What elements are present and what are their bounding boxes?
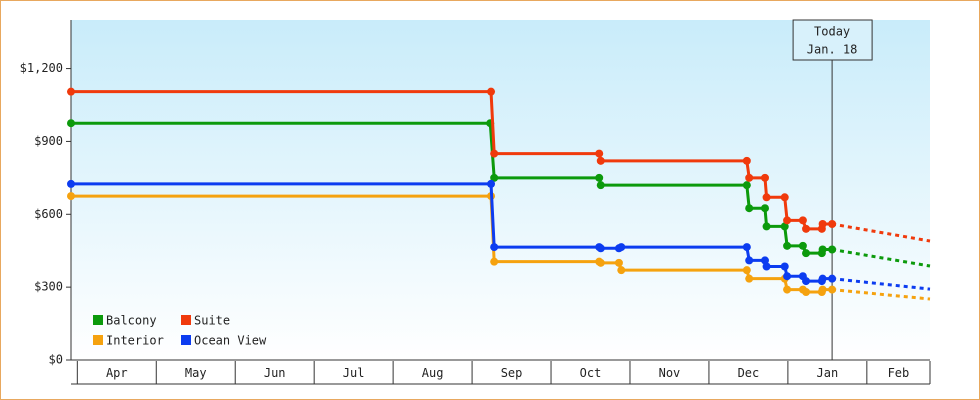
series-line <box>71 121 833 255</box>
point <box>783 272 792 281</box>
point <box>760 173 769 182</box>
point <box>596 181 605 190</box>
point <box>614 258 623 267</box>
point <box>596 156 605 165</box>
legend-label: Interior <box>106 334 164 348</box>
x-tick-label: Aug <box>422 366 444 380</box>
x-tick-label: Jul <box>343 366 365 380</box>
point <box>745 256 754 265</box>
point <box>595 149 604 158</box>
point <box>780 262 789 271</box>
legend-label: Balcony <box>106 314 157 328</box>
y-tick-label: $600 <box>34 207 63 221</box>
point <box>742 156 751 165</box>
point <box>760 204 769 213</box>
legend-swatch <box>93 315 103 325</box>
point <box>818 245 827 254</box>
point <box>596 258 605 267</box>
y-tick-label: $900 <box>34 134 63 148</box>
point <box>742 266 751 275</box>
x-tick-label: Apr <box>106 366 128 380</box>
y-tick-label: $300 <box>34 280 63 294</box>
x-tick-label: Feb <box>888 366 910 380</box>
point <box>762 262 771 271</box>
projection-line <box>831 288 931 301</box>
point <box>67 87 75 96</box>
point <box>617 243 626 252</box>
today-box <box>792 19 873 61</box>
today-label: Jan. 18 <box>807 43 858 57</box>
point <box>780 193 789 202</box>
point <box>595 173 604 182</box>
point <box>487 87 496 96</box>
point <box>490 257 499 266</box>
y-tick-label: $1,200 <box>20 61 63 75</box>
point <box>802 249 811 258</box>
point <box>490 149 499 158</box>
projection-line <box>831 222 931 243</box>
point <box>490 173 499 182</box>
point <box>762 222 771 231</box>
point <box>802 288 811 296</box>
point <box>828 220 837 228</box>
x-tick-label: Nov <box>659 366 681 380</box>
point <box>828 274 837 283</box>
y-tick-label: $0 <box>49 353 63 367</box>
point <box>798 241 807 250</box>
point <box>67 192 75 201</box>
point <box>818 220 827 228</box>
legend-swatch <box>181 315 191 325</box>
point <box>745 204 754 213</box>
point <box>783 216 792 225</box>
point <box>818 274 827 283</box>
point <box>780 222 789 231</box>
today-label: Today <box>814 25 850 39</box>
series-line <box>71 194 833 294</box>
point <box>617 266 626 275</box>
point <box>828 285 837 294</box>
x-tick-label: Sep <box>501 366 523 380</box>
x-tick-label: Jan <box>817 366 839 380</box>
point <box>487 179 496 188</box>
point <box>67 179 75 188</box>
point <box>783 241 792 250</box>
point <box>762 193 771 202</box>
point <box>783 285 792 294</box>
point <box>798 216 807 225</box>
x-tick-label: Dec <box>738 366 760 380</box>
projection-line <box>831 277 931 291</box>
projection-line <box>831 248 931 268</box>
point <box>828 245 837 254</box>
point <box>802 277 811 286</box>
point <box>490 243 499 252</box>
point <box>742 243 751 252</box>
plot-background <box>71 20 930 360</box>
point <box>818 285 827 294</box>
point <box>760 256 769 265</box>
point <box>596 244 605 253</box>
point <box>745 274 754 283</box>
x-tick-label: May <box>185 366 207 380</box>
series-line <box>71 90 833 231</box>
legend-label: Suite <box>194 314 230 328</box>
x-tick-label: Jun <box>264 366 286 380</box>
legend-label: Ocean View <box>194 334 267 348</box>
point <box>745 173 754 182</box>
point <box>802 224 811 233</box>
x-tick-label: Oct <box>580 366 602 380</box>
point <box>742 181 751 190</box>
legend-swatch <box>181 335 191 345</box>
legend-swatch <box>93 335 103 345</box>
point <box>67 119 75 128</box>
